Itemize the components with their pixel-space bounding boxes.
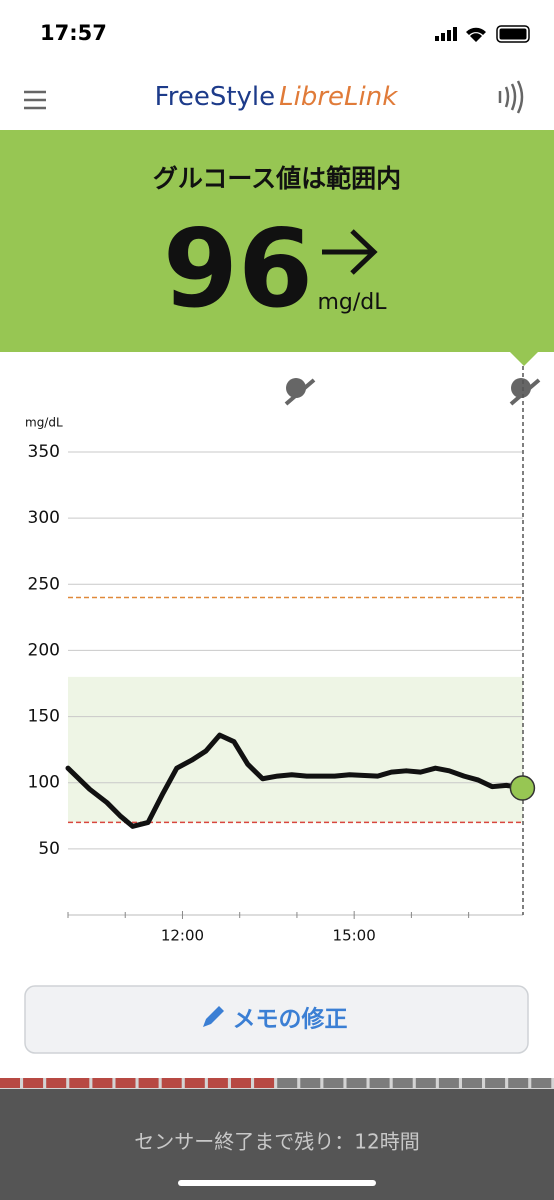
sensor-segment — [115, 1078, 136, 1088]
status-banner — [0, 130, 554, 352]
sensor-segment — [462, 1078, 482, 1088]
sensor-segment — [0, 1078, 20, 1088]
event-icon — [509, 378, 541, 406]
sensor-segment — [531, 1078, 552, 1088]
y-axis-label: mg/dL — [25, 416, 63, 430]
sensor-segment — [323, 1078, 344, 1088]
x-tick-label: 15:00 — [333, 927, 376, 945]
sensor-segment — [346, 1078, 367, 1088]
sensor-segment — [369, 1078, 390, 1088]
sensor-segment — [92, 1078, 113, 1088]
y-tick-label: 50 — [38, 839, 60, 859]
sensor-segment — [415, 1078, 436, 1088]
sensor-segment — [438, 1078, 459, 1088]
sensor-segment — [46, 1078, 67, 1088]
brand: FreeStyle LibreLink — [155, 82, 399, 112]
glucose-unit: mg/dL — [317, 290, 387, 315]
pencil-icon — [203, 1006, 224, 1027]
home-indicator — [178, 1180, 376, 1186]
sensor-life-bar — [0, 1078, 554, 1089]
memo-button[interactable] — [24, 985, 529, 1054]
trend-arrow — [322, 229, 378, 275]
memo-button-label[interactable]: メモの修正 — [233, 1006, 348, 1033]
menu-icon[interactable] — [24, 90, 46, 110]
brand-second: LibreLink — [279, 82, 398, 112]
sensor-segment — [161, 1078, 182, 1088]
y-tick-label: 250 — [28, 574, 60, 594]
sensor-segment — [485, 1078, 506, 1088]
status-icons — [435, 25, 530, 43]
target-range — [68, 676, 523, 823]
sensor-segment — [392, 1078, 413, 1088]
sensor-bar-bg — [0, 1078, 554, 1089]
x-tick-label: 12:00 — [161, 927, 204, 945]
top-bar — [0, 0, 554, 130]
sensor-segment — [231, 1078, 251, 1088]
sensor-segment — [508, 1078, 529, 1088]
glucose-status: グルコース値は範囲内 — [153, 164, 401, 193]
sensor-segment — [300, 1078, 321, 1088]
plot: 50 100 150 200 250 300 350 12:00 15:00 — [28, 366, 536, 945]
sensor-segment — [69, 1078, 90, 1088]
sensor-segment — [138, 1078, 159, 1088]
sensor-segment — [254, 1078, 275, 1088]
nfc-icon[interactable] — [498, 80, 524, 114]
event-icon — [284, 378, 316, 406]
sensor-segment — [23, 1078, 44, 1088]
y-tick-label: 300 — [28, 508, 60, 528]
brand-first: FreeStyle — [155, 82, 275, 112]
sensor-remaining: センサー終了まで残り：12時間 — [134, 1130, 419, 1154]
y-tick-label: 100 — [28, 773, 60, 793]
y-tick-label: 350 — [28, 442, 60, 462]
glucose-value: 96 — [163, 207, 313, 332]
current-reading — [509, 775, 536, 801]
sensor-segment — [184, 1078, 205, 1088]
y-tick-label: 200 — [28, 640, 60, 660]
status-time: 17:57 — [40, 21, 107, 45]
sensor-segment — [277, 1078, 298, 1088]
y-tick-label: 150 — [28, 707, 60, 727]
sensor-segment — [207, 1078, 228, 1088]
glucose-line — [65, 732, 525, 829]
banner-pointer — [510, 352, 538, 366]
